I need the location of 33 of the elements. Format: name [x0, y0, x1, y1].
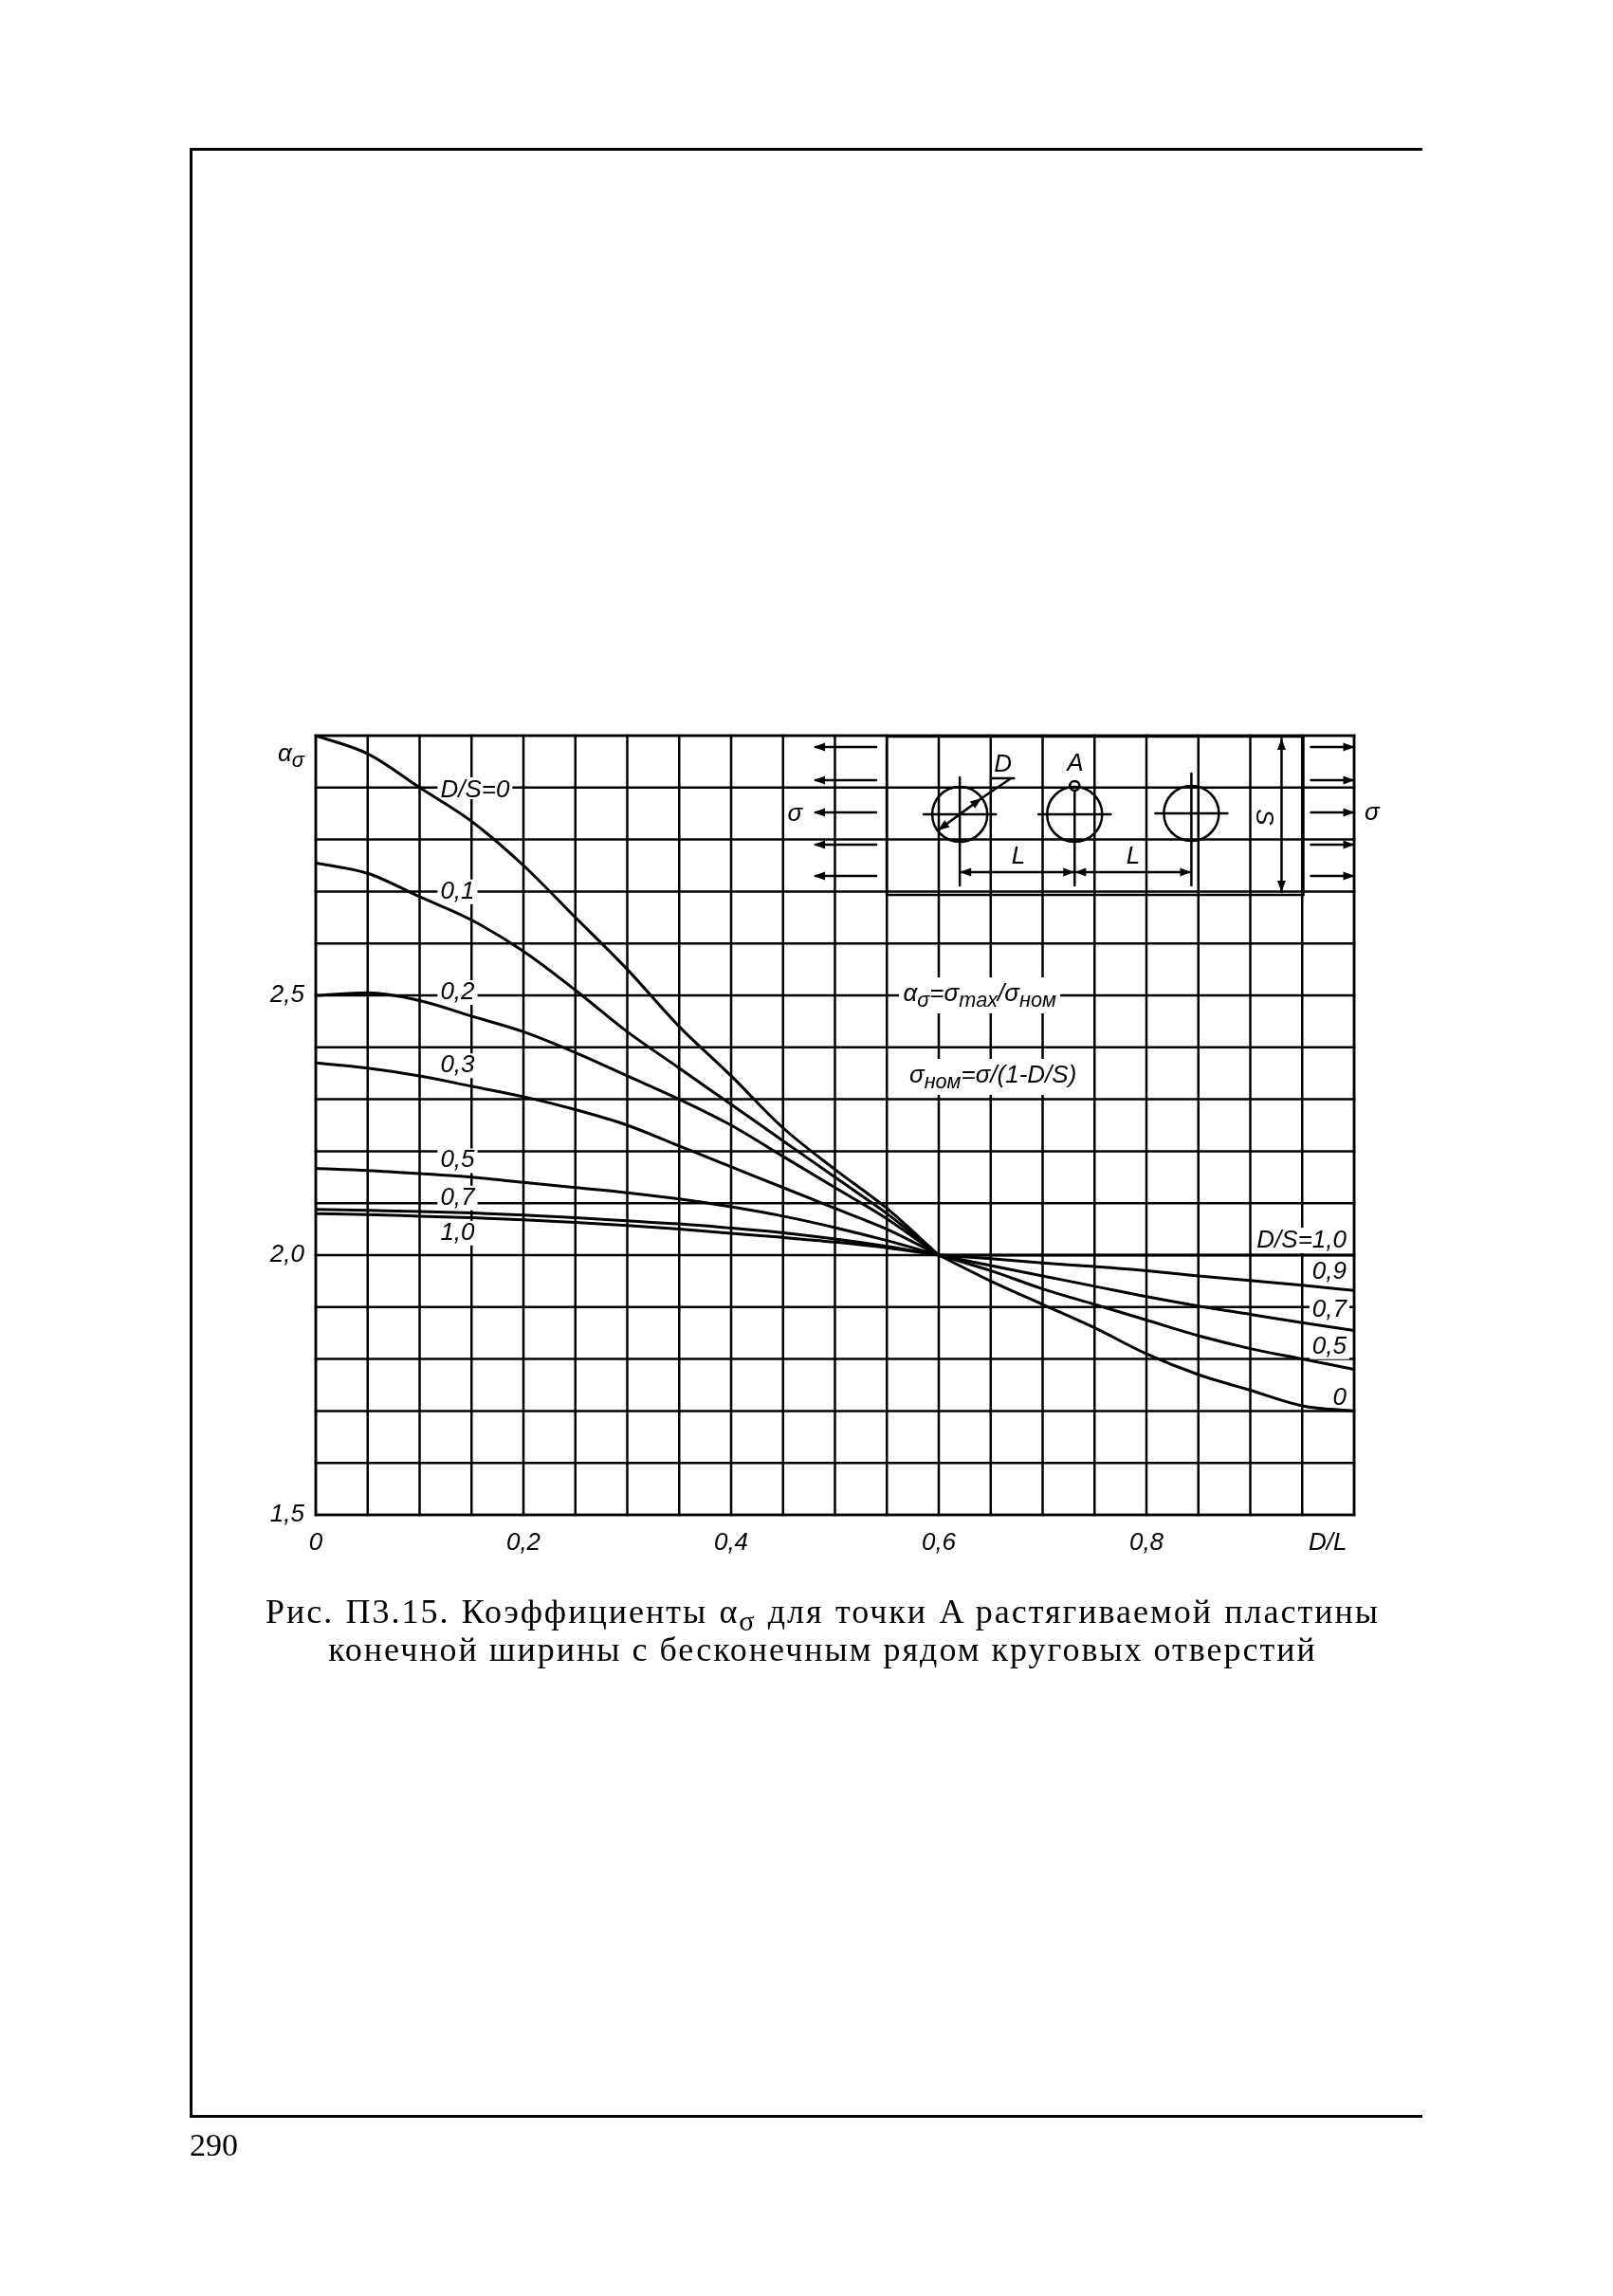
annotation: S	[1251, 809, 1280, 826]
series-label: 0,2	[440, 976, 476, 1006]
series-label: 0,5	[440, 1144, 476, 1174]
series-label: 0,1	[440, 875, 475, 904]
series-label: 1,0	[440, 1216, 476, 1246]
y-tick-label: 2,5	[268, 979, 305, 1009]
text: σ	[1365, 797, 1380, 826]
series-label: D/S=0	[440, 774, 510, 804]
y-tick-label: 2,0	[268, 1239, 305, 1268]
annotation: A	[1067, 748, 1084, 776]
series-label: 0,7	[1311, 1293, 1348, 1322]
x-tick-label: 0,4	[713, 1526, 749, 1556]
annotation: α$_{σ}$=σ$_{max}$/σ$_{ном}$	[899, 976, 1060, 1013]
y-tick-label: 1,5	[269, 1499, 305, 1528]
series-label: 0,9	[1311, 1255, 1347, 1285]
annotation: D	[994, 749, 1012, 777]
x-axis-title: D/L	[1309, 1527, 1347, 1556]
series-label: 0	[1332, 1382, 1347, 1412]
series-label: 0,5	[1311, 1330, 1347, 1359]
annotation: L	[1011, 841, 1026, 869]
y-axis-title: α$_{σ}$	[278, 738, 304, 773]
x-tick-label: 0,8	[1128, 1526, 1164, 1556]
x-tick-label: 0,6	[921, 1526, 957, 1556]
series-label: 0,7	[440, 1181, 477, 1211]
annotation: σ$_{ном}$=σ/(1-D/S)	[905, 1059, 1081, 1096]
x-tick-label: 0	[308, 1526, 323, 1556]
series-label: 0,3	[440, 1049, 476, 1079]
series-label: D/S=1,0	[1256, 1225, 1347, 1253]
text: Рис. П3.15. Коэффициенты α$_{σ}$ для точки A растягиваемой пластины конечной ширины с бесконечным рядом круговых отверстий	[266, 1593, 1380, 1668]
text: 290	[190, 2127, 238, 2163]
annotation: L	[1126, 841, 1141, 869]
annotation: σ	[787, 798, 803, 827]
x-tick-label: 0,2	[505, 1526, 541, 1556]
